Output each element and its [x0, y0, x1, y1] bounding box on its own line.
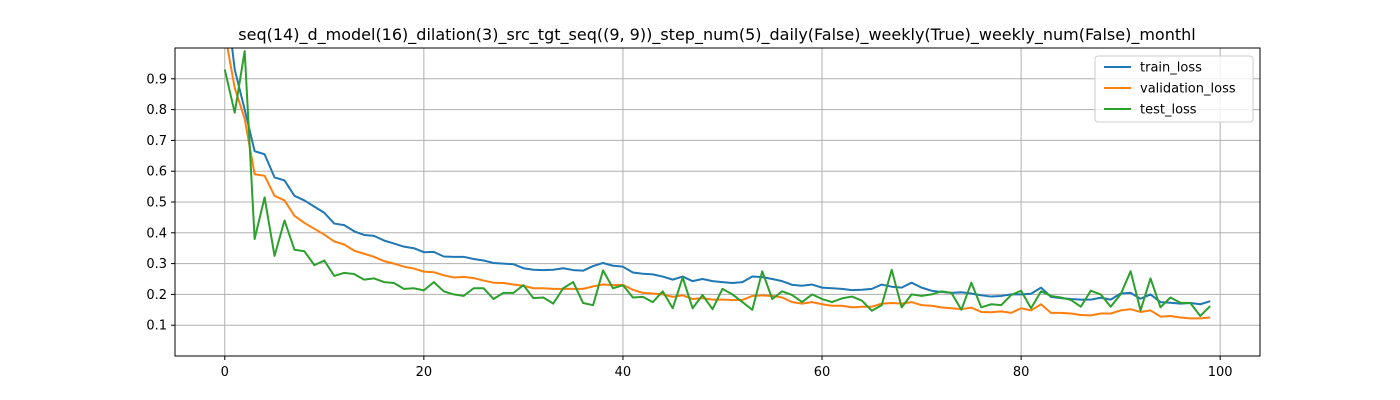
x-tick-label: 60 — [814, 365, 831, 380]
y-tick-label: 0.7 — [146, 134, 167, 149]
legend: train_loss validation_loss test_loss — [1094, 55, 1254, 123]
y-tick-label: 0.3 — [146, 257, 167, 272]
series-lines — [223, 48, 1211, 320]
legend-box — [1094, 55, 1254, 123]
legend-label: validation_loss — [1140, 82, 1236, 97]
series-line-test-loss — [223, 50, 1211, 317]
y-tick-label: 0.9 — [146, 72, 167, 87]
y-tick-label: 0.2 — [146, 288, 167, 303]
chart-title: seq(14)_d_model(16)_dilation(3)_src_tgt_… — [238, 25, 1195, 45]
y-tick-label: 0.1 — [146, 319, 167, 334]
x-tick-label: 40 — [615, 365, 632, 380]
x-tick-label: 80 — [1013, 365, 1030, 380]
y-tick-label: 0.6 — [146, 165, 167, 180]
y-tick-label: 0.5 — [146, 196, 167, 211]
x-tick-label: 0 — [221, 365, 229, 380]
legend-label: test_loss — [1140, 103, 1197, 118]
x-tick-label: 20 — [416, 365, 433, 380]
series-line-train-loss — [231, 48, 1211, 306]
y-tick-label: 0.8 — [146, 103, 167, 118]
axis-ticks: 0 20 40 60 80 100 0.1 0.2 0.3 0.4 0.5 0.6 0.7 0.8 0.9 — [146, 72, 1232, 380]
legend-label: train_loss — [1140, 61, 1202, 76]
y-tick-label: 0.4 — [146, 226, 167, 241]
grid-lines — [175, 48, 1260, 356]
x-tick-label: 100 — [1208, 365, 1233, 380]
